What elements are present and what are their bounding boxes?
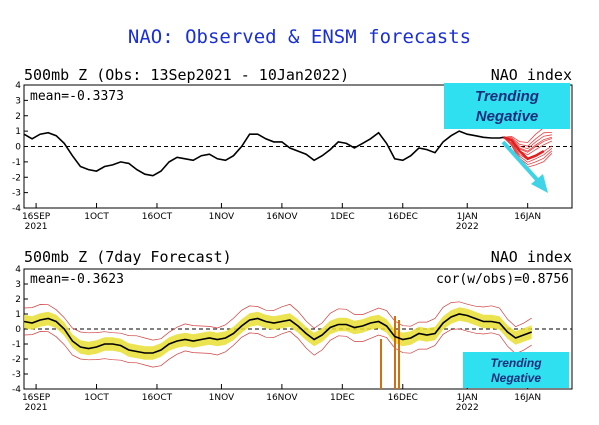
bottom-xtick-label: 1OCT bbox=[84, 393, 109, 403]
bottom-xtick-label: 16DEC bbox=[388, 393, 418, 403]
bottom-xtick-label: 1DEC bbox=[330, 393, 355, 403]
bottom-ytick-label: 0 bbox=[15, 325, 21, 335]
bottom-xtick-label: 1JAN bbox=[457, 393, 478, 403]
bottom-xtick-label: 16OCT bbox=[142, 393, 173, 403]
top-ytick-label: -2 bbox=[12, 173, 21, 183]
top-xtick-label: 1DEC bbox=[330, 212, 355, 222]
top-ytick-label: 1 bbox=[15, 127, 21, 137]
bottom-callout-box bbox=[463, 352, 569, 388]
top-xtick-label: 16NOV bbox=[266, 212, 298, 222]
top-ensemble-member bbox=[503, 136, 553, 163]
bottom-xtick-year: 2022 bbox=[456, 403, 479, 413]
bottom-spread-member bbox=[23, 301, 532, 341]
bottom-spread-band bbox=[24, 307, 532, 360]
top-callout-line1: Trending bbox=[475, 88, 539, 105]
bottom-forecast-mean-line bbox=[23, 313, 532, 354]
top-ytick-label: -1 bbox=[12, 158, 21, 168]
bottom-ytick-label: -1 bbox=[12, 340, 21, 350]
top-index-label: NAO index bbox=[491, 66, 572, 84]
bottom-xtick-label: 1NOV bbox=[209, 393, 235, 403]
top-ytick-label: 3 bbox=[15, 96, 21, 106]
bottom-callout-line1: Trending bbox=[490, 356, 542, 370]
top-ytick-label: -4 bbox=[12, 204, 21, 214]
top-ensemble-members bbox=[503, 127, 553, 168]
top-xtick-label: 1NOV bbox=[209, 212, 235, 222]
bottom-ytick-label: -2 bbox=[12, 355, 21, 365]
bottom-ytick-label: 1 bbox=[15, 310, 21, 320]
top-xtick-label: 16DEC bbox=[388, 212, 418, 222]
top-mean-label: mean=-0.3373 bbox=[30, 89, 124, 104]
top-callout-line2: Negative bbox=[476, 108, 539, 125]
bottom-ytick-label: -4 bbox=[12, 385, 21, 395]
bottom-xtick-label: 16NOV bbox=[266, 393, 298, 403]
top-callout: Trending Negative bbox=[444, 83, 570, 129]
top-ytick-label: 0 bbox=[15, 143, 21, 153]
top-xtick-label: 16JAN bbox=[514, 212, 541, 222]
top-xtick-label: 16SEP bbox=[22, 212, 51, 222]
bottom-ytick-label: 2 bbox=[15, 295, 21, 305]
top-ytick-label: 2 bbox=[15, 112, 21, 122]
bottom-forecast-spread bbox=[23, 301, 532, 368]
bottom-xtick-label: 16JAN bbox=[514, 393, 541, 403]
top-panel-title: 500mb Z (Obs: 13Sep2021 - 10Jan2022) bbox=[24, 66, 349, 84]
bottom-mean-label: mean=-0.3623 bbox=[30, 272, 124, 287]
top-ensemble-member bbox=[503, 132, 552, 147]
top-xtick-label: 1JAN bbox=[457, 212, 478, 222]
bottom-panel-title: 500mb Z (7day Forecast) bbox=[24, 248, 232, 266]
bottom-index-label: NAO index bbox=[491, 248, 572, 266]
top-observed-line bbox=[23, 130, 504, 177]
top-ensemble-member bbox=[503, 137, 553, 166]
top-xtick-label: 16OCT bbox=[142, 212, 173, 222]
page-title: NAO: Observed & ENSM forecasts bbox=[127, 26, 472, 48]
top-ensemble-mean-line bbox=[503, 136, 545, 161]
top-ytick-label: 4 bbox=[15, 81, 21, 91]
trend-arrow bbox=[501, 140, 548, 193]
bottom-callout: Trending Negative bbox=[463, 352, 569, 388]
bottom-callout-line2: Negative bbox=[491, 371, 541, 385]
bottom-xtick-label: 16SEP bbox=[22, 393, 51, 403]
bottom-cor-label: cor(w/obs)=0.8756 bbox=[436, 272, 569, 287]
top-xtick-label: 1OCT bbox=[84, 212, 109, 222]
bottom-xtick-year: 2021 bbox=[25, 403, 48, 413]
bottom-ytick-label: 4 bbox=[15, 265, 21, 275]
bottom-spread-member bbox=[23, 328, 532, 368]
forecast-spikes bbox=[380, 316, 400, 389]
bottom-ytick-label: -3 bbox=[12, 370, 21, 380]
top-callout-box bbox=[444, 83, 570, 129]
top-xtick-year: 2022 bbox=[456, 222, 479, 232]
top-ensemble-member bbox=[503, 134, 552, 150]
top-xtick-year: 2021 bbox=[25, 222, 48, 232]
top-ytick-label: -3 bbox=[12, 189, 21, 199]
bottom-ytick-label: 3 bbox=[15, 280, 21, 290]
